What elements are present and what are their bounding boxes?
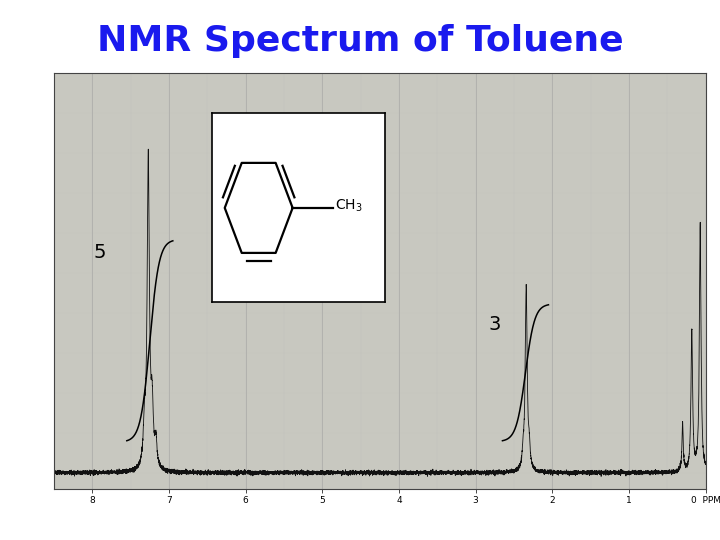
Text: 5: 5 <box>94 244 107 262</box>
Text: NMR Spectrum of Toluene: NMR Spectrum of Toluene <box>96 24 624 57</box>
Text: CH$_3$: CH$_3$ <box>336 197 363 214</box>
Text: 3: 3 <box>489 315 501 334</box>
